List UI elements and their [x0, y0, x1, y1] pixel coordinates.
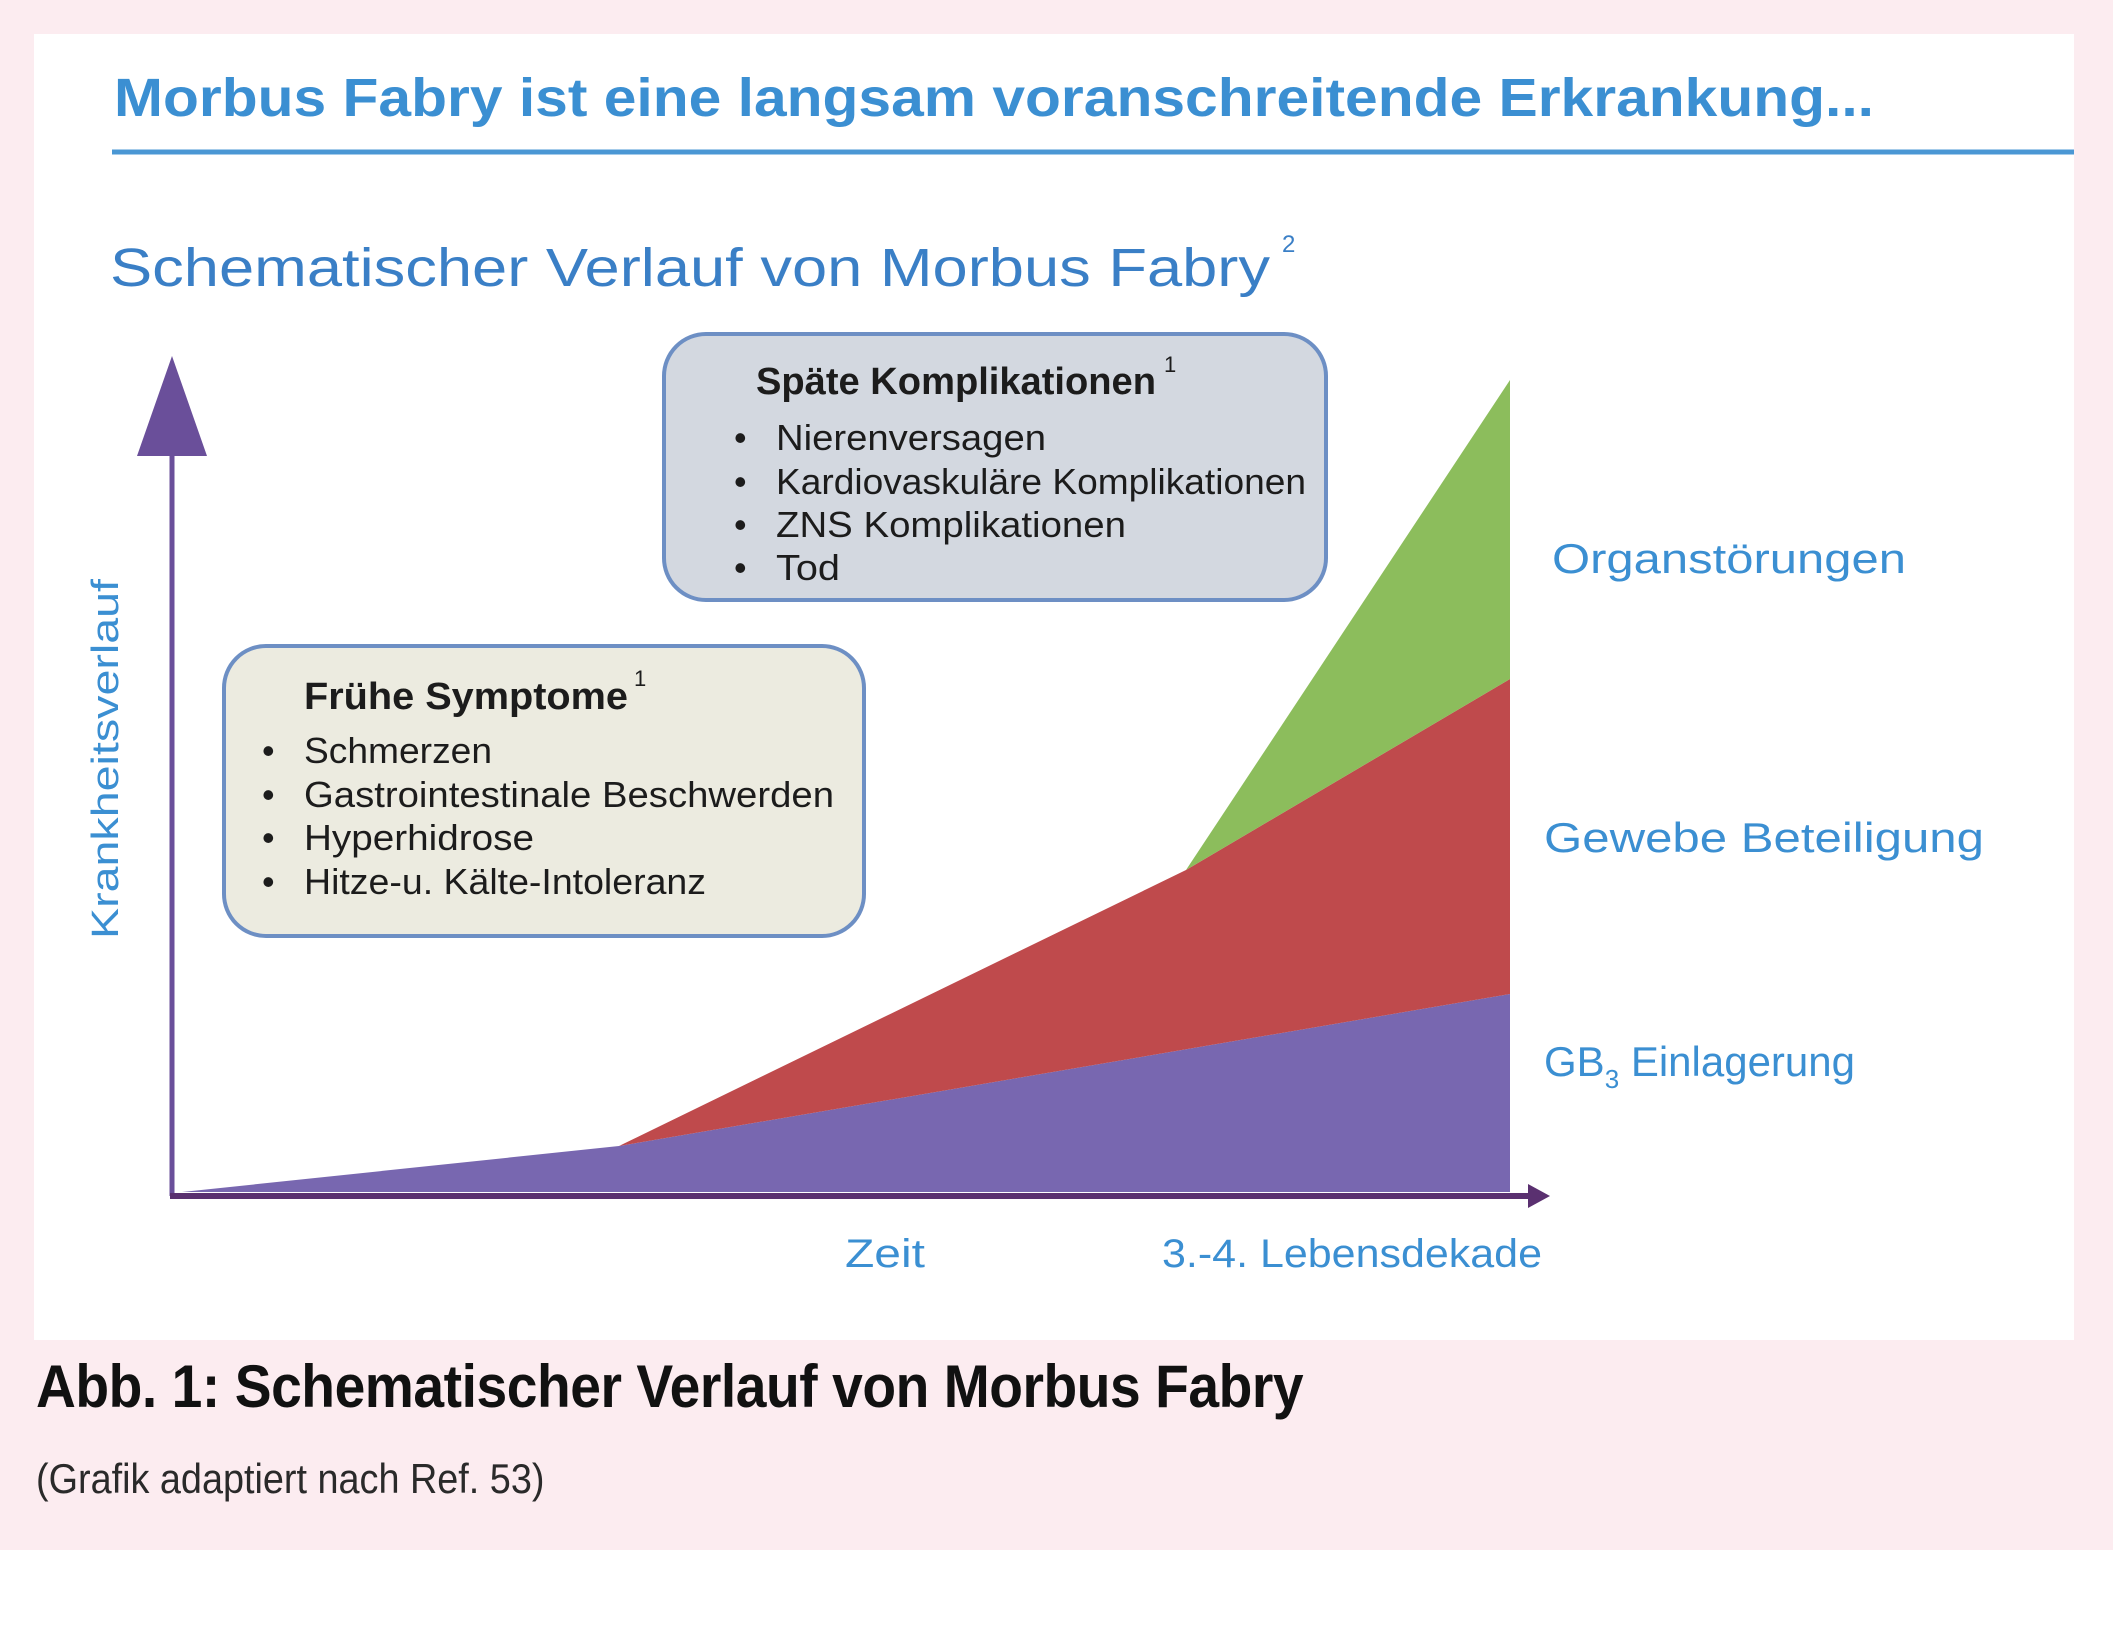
gb3-rest: Einlagerung	[1619, 1038, 1855, 1085]
bullet: •	[262, 817, 275, 858]
early-item: Gastrointestinale Beschwerden	[304, 774, 834, 815]
bullet: •	[734, 461, 747, 502]
area-gb3-einlagerung	[182, 994, 1510, 1192]
late-complications-box-bg	[662, 332, 1328, 602]
area-gewebe-beteiligung	[619, 679, 1510, 1146]
late-item: Nierenversagen	[776, 417, 1046, 458]
early-symptoms-reference: 1	[634, 666, 646, 691]
x-axis-label-time: Zeit	[845, 1232, 925, 1276]
bullet: •	[734, 417, 747, 458]
late-complications-reference: 1	[1164, 352, 1176, 377]
x-axis-arrowhead	[1528, 1184, 1550, 1208]
early-symptoms-box-bg	[222, 644, 866, 938]
early-symptoms-box: Frühe Symptome 1 • Schmerzen • Gastroint…	[222, 644, 866, 938]
early-item: Schmerzen	[304, 730, 492, 771]
gb3-subscript: 3	[1605, 1064, 1619, 1094]
early-item: Hyperhidrose	[304, 817, 534, 858]
late-item: Kardiovaskuläre Komplikationen	[776, 461, 1306, 502]
bullet: •	[262, 730, 275, 771]
caption-title: Abb. 1: Schematischer Verlauf von Morbus…	[36, 1353, 1304, 1420]
subtitle: Schematischer Verlauf von Morbus Fabry	[110, 238, 1270, 298]
bullet: •	[262, 861, 275, 902]
late-complications-title: Späte Komplikationen	[756, 361, 1156, 403]
subtitle-reference: 2	[1282, 231, 1295, 258]
figure-frame: Morbus Fabry ist eine langsam voranschre…	[0, 0, 2113, 1550]
layer-label-organstoerungen: Organstörungen	[1552, 535, 1906, 582]
y-axis-label: Krankheitsverlauf	[85, 578, 127, 939]
layer-label-gewebe-beteiligung: Gewebe Beteiligung	[1544, 814, 1984, 861]
bullet: •	[734, 504, 747, 545]
disease-course-diagram: Morbus Fabry ist eine langsam voranschre…	[85, 68, 2074, 1276]
bullet: •	[262, 774, 275, 815]
gb3-main: GB	[1544, 1038, 1605, 1085]
layer-label-gb3-einlagerung: GB3 Einlagerung	[1544, 1038, 1855, 1094]
late-item: ZNS Komplikationen	[776, 504, 1126, 545]
caption-source: (Grafik adaptiert nach Ref. 53)	[36, 1455, 545, 1502]
figure-panel: Morbus Fabry ist eine langsam voranschre…	[34, 34, 2074, 1340]
late-item: Tod	[776, 547, 840, 588]
headline: Morbus Fabry ist eine langsam voranschre…	[114, 68, 1874, 128]
early-symptoms-title: Frühe Symptome	[304, 676, 628, 718]
early-item: Hitze-u. Kälte-Intoleranz	[304, 861, 706, 902]
bullet: •	[734, 547, 747, 588]
area-organstoerungen	[1186, 380, 1510, 870]
x-axis-label-decade: 3.-4. Lebensdekade	[1162, 1232, 1542, 1276]
late-complications-box: Späte Komplikationen 1 • Nierenversagen …	[662, 332, 1328, 602]
